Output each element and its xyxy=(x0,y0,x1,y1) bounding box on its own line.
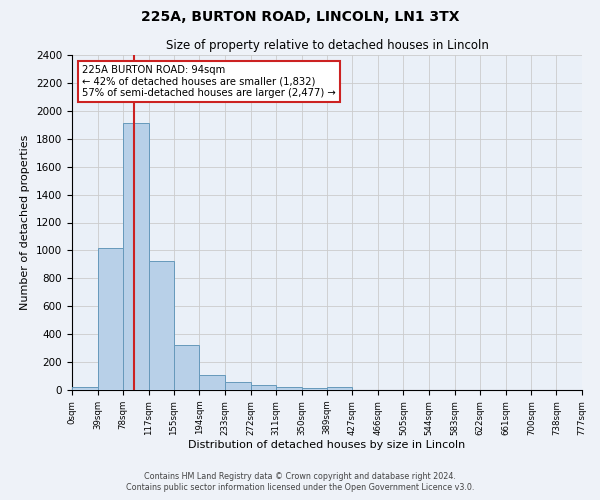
Text: 225A, BURTON ROAD, LINCOLN, LN1 3TX: 225A, BURTON ROAD, LINCOLN, LN1 3TX xyxy=(141,10,459,24)
Bar xyxy=(149,261,174,390)
Text: Contains HM Land Registry data © Crown copyright and database right 2024.
Contai: Contains HM Land Registry data © Crown c… xyxy=(126,472,474,492)
Bar xyxy=(98,248,123,390)
Title: Size of property relative to detached houses in Lincoln: Size of property relative to detached ho… xyxy=(166,40,488,52)
Bar xyxy=(251,385,276,390)
Y-axis label: Number of detached properties: Number of detached properties xyxy=(20,135,31,310)
Bar xyxy=(123,124,149,390)
Bar xyxy=(174,346,199,390)
Bar xyxy=(302,388,328,390)
Bar xyxy=(225,382,251,390)
Text: 225A BURTON ROAD: 94sqm
← 42% of detached houses are smaller (1,832)
57% of semi: 225A BURTON ROAD: 94sqm ← 42% of detache… xyxy=(82,65,336,98)
Bar xyxy=(328,387,352,390)
Bar xyxy=(72,387,98,390)
X-axis label: Distribution of detached houses by size in Lincoln: Distribution of detached houses by size … xyxy=(188,440,466,450)
Bar xyxy=(276,387,302,390)
Bar xyxy=(199,376,225,390)
